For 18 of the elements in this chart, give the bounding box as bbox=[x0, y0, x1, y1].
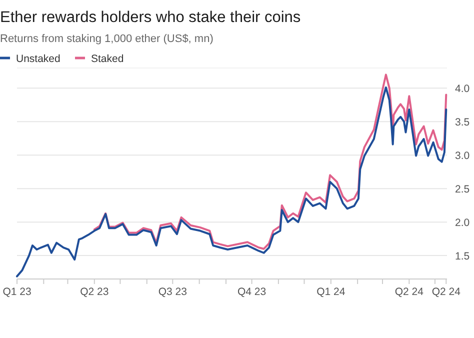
x-tick-label: Q2 23 bbox=[80, 286, 109, 298]
x-tick-label: Q1 24 bbox=[316, 286, 346, 298]
legend-label: Staked bbox=[91, 53, 124, 65]
y-tick-label: 4.0 bbox=[455, 83, 470, 96]
y-tick-label: 3.0 bbox=[455, 150, 470, 162]
y-tick-label: 2.0 bbox=[455, 217, 470, 230]
legend-label: Unstaked bbox=[16, 53, 61, 65]
x-tick-label: Q4 23 bbox=[237, 286, 266, 298]
chart-title: Ether rewards holders who stake their coins bbox=[0, 9, 301, 26]
x-tick-label: Q3 23 bbox=[158, 286, 188, 298]
y-tick-label: 1.5 bbox=[455, 250, 470, 263]
x-tick-label: Q2 24 bbox=[394, 286, 424, 298]
line-series bbox=[93, 74, 448, 250]
y-tick-label: 3.5 bbox=[455, 116, 470, 129]
x-tick-label: Q2 24 bbox=[432, 286, 461, 298]
y-tick-label: 2.5 bbox=[455, 184, 470, 196]
chart-subtitle: Returns from staking 1,000 ether (US$, mn) bbox=[0, 33, 214, 45]
x-tick-label: Q1 23 bbox=[2, 286, 32, 298]
